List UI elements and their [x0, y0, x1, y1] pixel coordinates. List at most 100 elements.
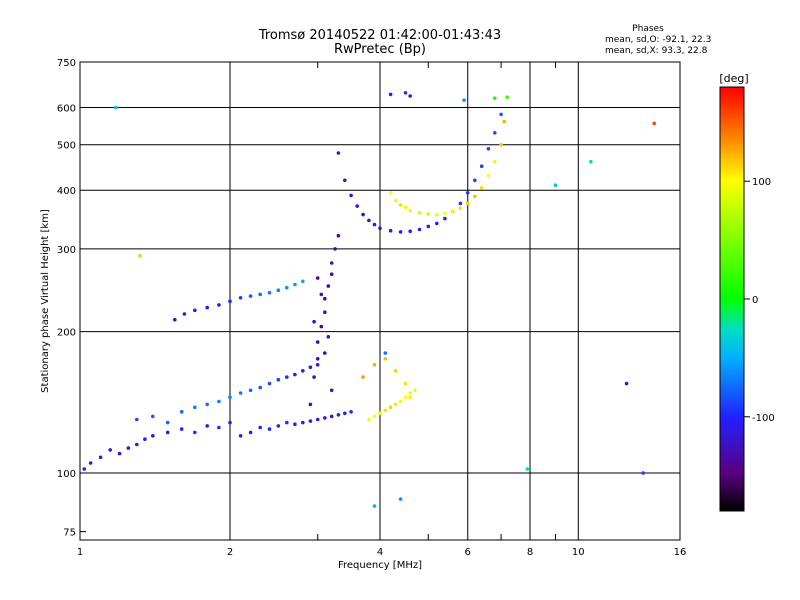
echo-point — [217, 303, 221, 307]
echo-point — [182, 312, 187, 316]
echo-point — [462, 98, 466, 102]
echo-point — [473, 194, 477, 199]
echo-point — [398, 230, 403, 234]
echo-point — [408, 395, 413, 400]
echo-point — [248, 430, 253, 435]
echo-point — [267, 290, 272, 295]
echo-point — [367, 218, 371, 223]
echo-point — [285, 375, 289, 379]
echo-point — [589, 159, 593, 164]
echo-point — [417, 227, 422, 232]
echo-point — [443, 216, 447, 221]
echo-point — [258, 292, 263, 297]
echo-points — [82, 91, 656, 508]
y-tick-label: 100 — [57, 469, 76, 480]
echo-point — [355, 204, 360, 208]
echo-point — [372, 414, 377, 419]
phases-title: Phases — [632, 24, 664, 34]
chart-subtitle: RwPretec (Bp) — [334, 42, 426, 57]
echo-point — [228, 420, 232, 425]
echo-point — [505, 95, 510, 99]
echo-point — [435, 221, 439, 226]
y-tick-label: 75 — [63, 528, 76, 539]
x-axis-label: Frequency [MHz] — [338, 560, 422, 571]
echo-point — [217, 425, 221, 430]
echo-point — [641, 471, 645, 475]
echo-point — [301, 369, 305, 373]
echo-point — [378, 411, 382, 416]
echo-point — [143, 437, 147, 442]
echo-point — [486, 173, 491, 178]
echo-point — [205, 305, 209, 310]
echo-point — [323, 296, 327, 301]
echo-point — [179, 410, 184, 414]
echo-point — [465, 191, 470, 195]
echo-point — [258, 425, 263, 430]
echo-point — [98, 455, 103, 460]
echo-point — [193, 405, 197, 410]
echo-point — [458, 201, 463, 206]
y-tick-label: 600 — [57, 104, 76, 115]
echo-point — [108, 448, 112, 452]
echo-point — [652, 121, 656, 126]
y-tick-label: 750 — [57, 58, 76, 69]
echo-point — [372, 222, 377, 227]
echo-point — [165, 430, 170, 435]
echo-point — [349, 193, 353, 198]
echo-point — [393, 198, 398, 203]
echo-point — [326, 335, 331, 339]
echo-point — [238, 391, 243, 395]
echo-point — [248, 294, 253, 298]
echo-point — [479, 185, 484, 190]
echo-point — [315, 340, 320, 344]
x-tick-label: 16 — [674, 547, 687, 558]
echo-point — [315, 276, 320, 280]
echo-point — [499, 112, 503, 117]
echo-point — [312, 319, 316, 324]
echo-point — [361, 212, 365, 217]
echo-point — [329, 414, 334, 419]
x-tick-label: 8 — [527, 547, 533, 558]
colorbar-tick-label: 100 — [752, 177, 771, 188]
echo-point — [408, 229, 413, 234]
echo-point — [315, 363, 320, 367]
chart-title: Tromsø 20140522 01:42:00-01:43:43 — [258, 28, 501, 43]
echo-point — [276, 377, 281, 382]
echo-point — [323, 416, 327, 420]
echo-point — [165, 420, 170, 425]
echo-point — [301, 279, 305, 284]
echo-point — [151, 414, 155, 419]
echo-point — [388, 191, 393, 195]
echo-point — [276, 424, 281, 428]
echo-point — [417, 211, 422, 215]
echo-point — [135, 442, 139, 447]
echo-point — [315, 357, 320, 361]
echo-point — [329, 261, 334, 265]
echo-point — [502, 119, 507, 124]
echo-point — [315, 417, 320, 422]
grid-lines — [80, 62, 680, 540]
echo-point — [458, 206, 463, 211]
echo-point — [336, 233, 341, 238]
echo-point — [403, 91, 408, 95]
echo-point — [205, 424, 209, 428]
echo-point — [228, 395, 232, 400]
echo-point — [383, 351, 388, 355]
echo-point — [193, 430, 197, 435]
echo-point — [486, 147, 491, 151]
echo-point — [372, 363, 377, 367]
echo-point — [398, 497, 403, 501]
echo-point — [479, 164, 484, 168]
echo-point — [308, 419, 313, 423]
x-tick-label: 6 — [465, 547, 471, 558]
echo-point — [173, 317, 177, 322]
echo-point — [413, 388, 417, 393]
echo-point — [138, 254, 142, 258]
echo-point — [378, 226, 382, 230]
echo-point — [276, 288, 281, 293]
echo-point — [426, 224, 431, 229]
echo-point — [403, 381, 408, 386]
echo-point — [343, 178, 347, 183]
colorbar-label: [deg] — [719, 72, 748, 85]
echo-point — [319, 324, 324, 329]
